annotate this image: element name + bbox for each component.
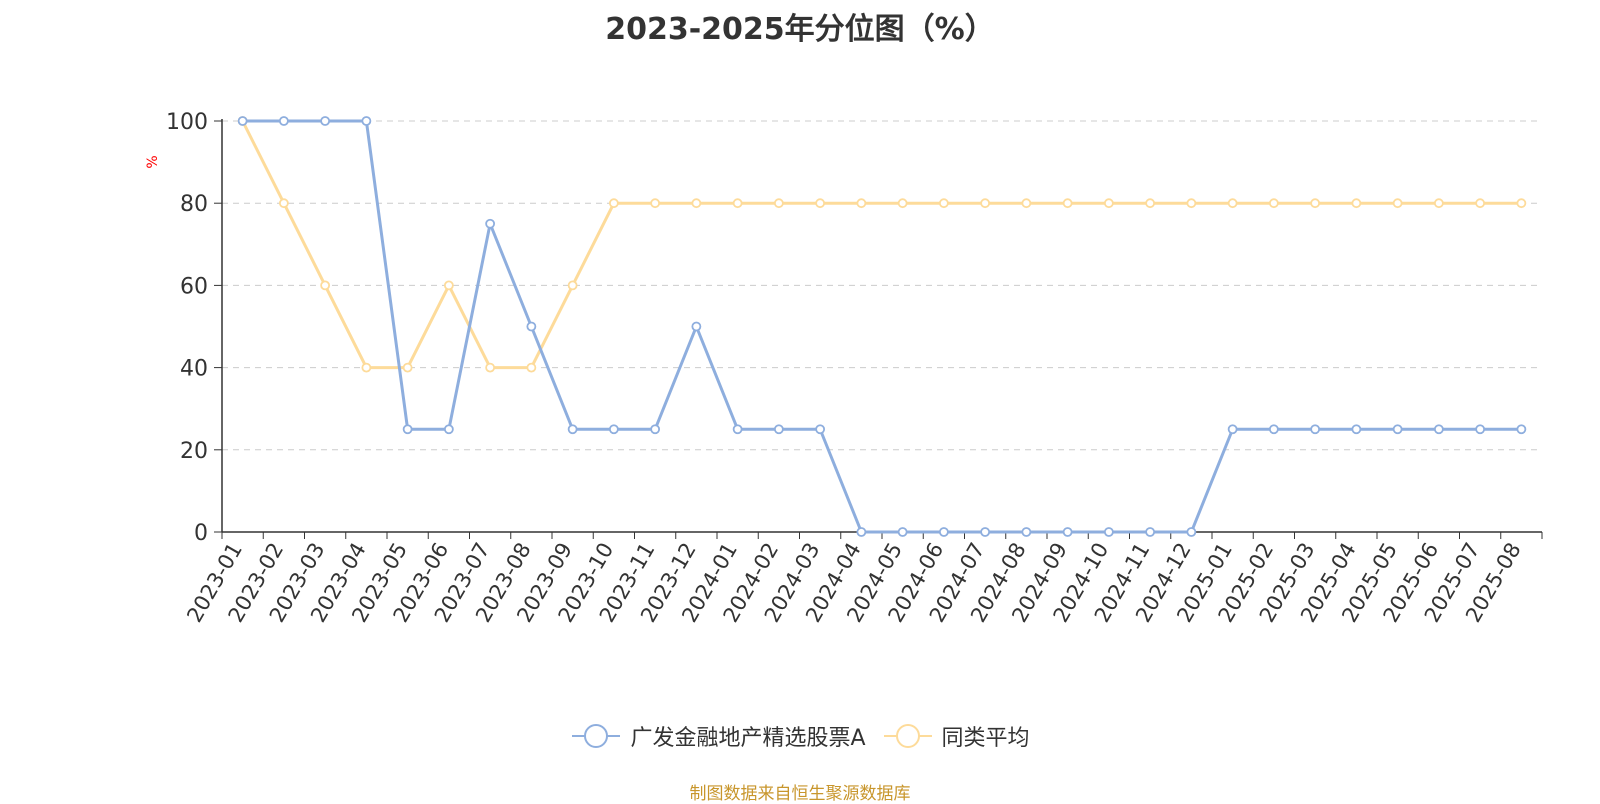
data-point bbox=[1351, 198, 1362, 209]
legend: 广发金融地产精选股票A 同类平均 bbox=[0, 720, 1600, 752]
data-point bbox=[1433, 198, 1444, 209]
data-point bbox=[1186, 198, 1197, 209]
data-point bbox=[1021, 527, 1032, 537]
data-point bbox=[1516, 198, 1527, 209]
data-point bbox=[567, 280, 578, 291]
data-point bbox=[1062, 198, 1073, 209]
data-point bbox=[773, 424, 784, 435]
data-point bbox=[361, 116, 372, 126]
grid-lines bbox=[222, 120, 1542, 451]
series-line bbox=[241, 120, 1522, 370]
data-point bbox=[732, 198, 743, 209]
data-point bbox=[1062, 527, 1073, 537]
data-point bbox=[1392, 198, 1403, 209]
data-point bbox=[980, 527, 991, 537]
data-point bbox=[237, 116, 248, 126]
data-point bbox=[443, 280, 454, 291]
data-point bbox=[1227, 198, 1238, 209]
data-point bbox=[1186, 527, 1197, 537]
data-point bbox=[278, 198, 289, 209]
data-point bbox=[526, 362, 537, 373]
data-point bbox=[650, 424, 661, 435]
line-chart: 020406080100%2023-012023-022023-032023-0… bbox=[145, 110, 1543, 626]
legend-item[interactable]: 广发金融地产精选股票A bbox=[570, 720, 866, 752]
data-point bbox=[897, 198, 908, 209]
data-point bbox=[1433, 424, 1444, 435]
data-point bbox=[526, 321, 537, 332]
data-point bbox=[897, 527, 908, 537]
data-point bbox=[938, 198, 949, 209]
data-point bbox=[1392, 424, 1403, 435]
data-point bbox=[1268, 198, 1279, 209]
data-point bbox=[485, 218, 496, 229]
series-1 bbox=[237, 116, 1527, 373]
data-point bbox=[1021, 198, 1032, 209]
y-tick-label: 80 bbox=[180, 192, 208, 217]
data-point bbox=[443, 424, 454, 435]
data-point bbox=[1103, 527, 1114, 537]
legend-swatch-marker bbox=[584, 724, 609, 748]
series bbox=[237, 116, 1527, 537]
data-point bbox=[567, 424, 578, 435]
legend-label: 同类平均 bbox=[941, 726, 1030, 751]
legend-label: 广发金融地产精选股票A bbox=[630, 726, 866, 751]
series-line bbox=[242, 119, 1522, 534]
data-point bbox=[1310, 198, 1321, 209]
data-point bbox=[1268, 424, 1279, 435]
y-tick-label: 60 bbox=[180, 274, 208, 299]
y-tick-label: 20 bbox=[180, 439, 208, 464]
data-point bbox=[691, 321, 702, 332]
chart-title: 2023-2025年分位图（%） bbox=[605, 12, 995, 47]
data-point bbox=[856, 198, 867, 209]
data-point bbox=[1475, 424, 1486, 435]
data-point bbox=[278, 116, 289, 126]
data-point bbox=[608, 424, 619, 435]
data-point bbox=[650, 198, 661, 209]
data-point bbox=[980, 198, 991, 209]
data-point bbox=[1227, 424, 1238, 435]
data-point bbox=[815, 198, 826, 209]
data-point bbox=[485, 362, 496, 373]
data-point bbox=[320, 280, 331, 291]
data-point bbox=[1103, 198, 1114, 209]
data-point bbox=[815, 424, 826, 435]
data-point bbox=[1145, 527, 1156, 537]
data-point bbox=[402, 362, 413, 373]
data-point bbox=[773, 198, 784, 209]
data-point bbox=[1351, 424, 1362, 435]
data-point bbox=[691, 198, 702, 209]
axes: 020406080100%2023-012023-022023-032023-0… bbox=[145, 110, 1543, 626]
legend-swatch-marker bbox=[895, 724, 920, 748]
y-axis-label: % bbox=[145, 155, 161, 168]
legend-swatch-icon bbox=[572, 724, 621, 748]
y-tick-label: 100 bbox=[166, 110, 208, 135]
data-point bbox=[732, 424, 743, 435]
data-point bbox=[1516, 424, 1527, 435]
legend-swatch-icon bbox=[883, 724, 932, 748]
data-point bbox=[1475, 198, 1486, 209]
data-point bbox=[608, 198, 619, 209]
legend-item[interactable]: 同类平均 bbox=[882, 720, 1030, 752]
data-point bbox=[361, 362, 372, 373]
data-point bbox=[402, 424, 413, 435]
series-0 bbox=[237, 116, 1527, 537]
data-point bbox=[1310, 424, 1321, 435]
source-note: 制图数据来自恒生聚源数据库 bbox=[689, 784, 911, 804]
y-tick-label: 0 bbox=[194, 521, 208, 546]
data-point bbox=[856, 527, 867, 537]
y-tick-label: 40 bbox=[180, 357, 208, 382]
data-point bbox=[938, 527, 949, 537]
data-point bbox=[320, 116, 331, 126]
data-point bbox=[1145, 198, 1156, 209]
